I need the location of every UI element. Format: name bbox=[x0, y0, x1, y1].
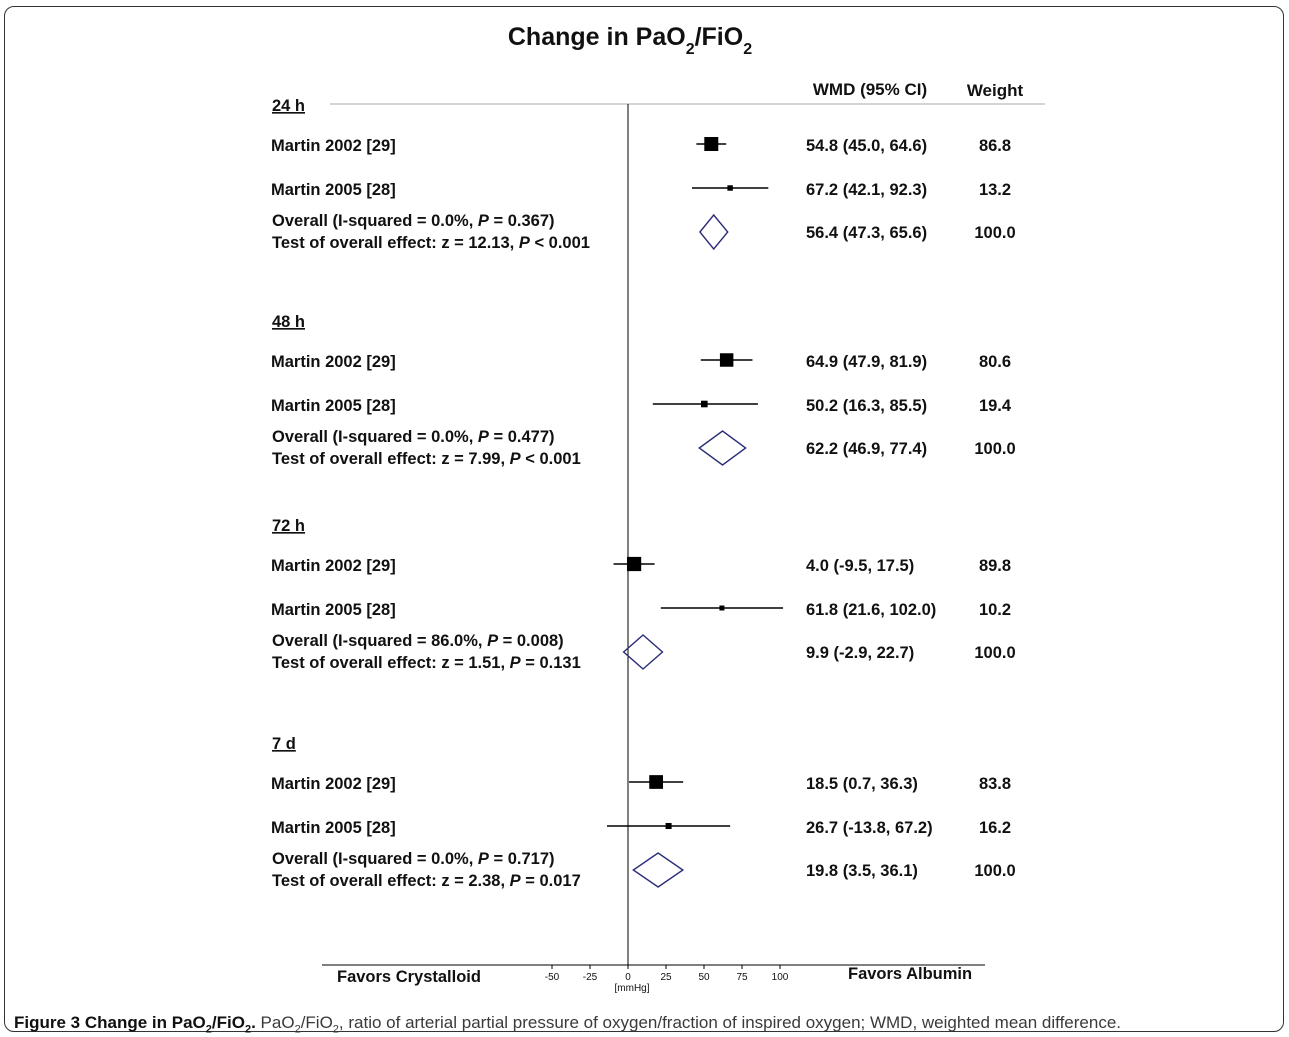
forest-plot: Change in PaO2/FiO2 WMD (95% CI) Weight … bbox=[271, 23, 1045, 994]
subgroup-label: 7 d bbox=[272, 735, 296, 753]
overall-heterogeneity: Overall (I-squared = 0.0%, P = 0.717) bbox=[272, 850, 555, 868]
overall-effect-test: Test of overall effect: z = 1.51, P = 0.… bbox=[272, 654, 581, 672]
weight-value: 10.2 bbox=[979, 601, 1011, 619]
overall-wmd-value: 56.4 (47.3, 65.6) bbox=[806, 224, 927, 242]
weight-value: 83.8 bbox=[979, 775, 1011, 793]
col-header-weight: Weight bbox=[967, 81, 1024, 100]
study-label: Martin 2002 [29] bbox=[271, 557, 396, 575]
overall-weight-value: 100.0 bbox=[974, 862, 1015, 880]
x-tick-label: 75 bbox=[736, 972, 748, 983]
point-estimate-marker bbox=[727, 185, 733, 191]
subgroup-label: 48 h bbox=[272, 313, 305, 331]
overall-heterogeneity: Overall (I-squared = 0.0%, P = 0.367) bbox=[272, 212, 555, 230]
wmd-value: 67.2 (42.1, 92.3) bbox=[806, 181, 927, 199]
overall-diamond bbox=[632, 852, 685, 888]
wmd-value: 64.9 (47.9, 81.9) bbox=[806, 353, 927, 371]
col-header-wmd: WMD (95% CI) bbox=[813, 80, 927, 99]
subgroup-48-h: 48 h Martin 2002 [29] 64.9 (47.9, 81.9) 80.… bbox=[271, 313, 1016, 468]
study-label: Martin 2005 [28] bbox=[271, 601, 396, 619]
subgroup-7-d: 7 d Martin 2002 [29] 18.5 (0.7, 36.3) 83.8 M… bbox=[271, 735, 1016, 890]
study-label: Martin 2005 [28] bbox=[271, 819, 396, 837]
chart-title: Change in PaO2/FiO2 bbox=[508, 23, 752, 58]
study-label: Martin 2005 [28] bbox=[271, 181, 396, 199]
x-tick-label: 50 bbox=[698, 972, 710, 983]
x-axis: Favors Crystalloid Favors Albumin [mmHg]… bbox=[337, 965, 972, 994]
wmd-value: 26.7 (-13.8, 67.2) bbox=[806, 819, 933, 837]
overall-wmd-value: 19.8 (3.5, 36.1) bbox=[806, 862, 918, 880]
figure-frame bbox=[4, 6, 1284, 1032]
overall-diamond bbox=[698, 430, 747, 466]
point-estimate-marker bbox=[626, 556, 642, 572]
study-label: Martin 2002 [29] bbox=[271, 353, 396, 371]
overall-effect-test: Test of overall effect: z = 12.13, P < 0… bbox=[272, 234, 590, 252]
overall-diamond bbox=[622, 634, 664, 670]
overall-heterogeneity: Overall (I-squared = 0.0%, P = 0.477) bbox=[272, 428, 555, 446]
x-tick-label: 0 bbox=[625, 972, 631, 983]
study-label: Martin 2002 [29] bbox=[271, 137, 396, 155]
subgroup-72-h: 72 h Martin 2002 [29] 4.0 (-9.5, 17.5) 89.8… bbox=[271, 517, 1016, 672]
overall-effect-test: Test of overall effect: z = 7.99, P < 0.… bbox=[272, 450, 581, 468]
overall-weight-value: 100.0 bbox=[974, 224, 1015, 242]
x-tick-label: 25 bbox=[660, 972, 672, 983]
wmd-value: 50.2 (16.3, 85.5) bbox=[806, 397, 927, 415]
wmd-value: 18.5 (0.7, 36.3) bbox=[806, 775, 918, 793]
wmd-value: 54.8 (45.0, 64.6) bbox=[806, 137, 927, 155]
weight-value: 89.8 bbox=[979, 557, 1011, 575]
overall-effect-test: Test of overall effect: z = 2.38, P = 0.… bbox=[272, 872, 581, 890]
wmd-value: 61.8 (21.6, 102.0) bbox=[806, 601, 936, 619]
study-label: Martin 2005 [28] bbox=[271, 397, 396, 415]
overall-wmd-value: 9.9 (-2.9, 22.7) bbox=[806, 644, 914, 662]
axis-label-right: Favors Albumin bbox=[848, 965, 972, 983]
axis-label-left: Favors Crystalloid bbox=[337, 968, 481, 986]
weight-value: 19.4 bbox=[979, 397, 1012, 415]
subgroup-24-h: 24 h Martin 2002 [29] 54.8 (45.0, 64.6) 86.… bbox=[271, 97, 1016, 252]
point-estimate-marker bbox=[701, 400, 708, 408]
weight-value: 16.2 bbox=[979, 819, 1011, 837]
point-estimate-marker bbox=[649, 775, 663, 789]
study-label: Martin 2002 [29] bbox=[271, 775, 396, 793]
x-tick-label: -25 bbox=[583, 972, 598, 983]
x-tick-label: -50 bbox=[545, 972, 560, 983]
plot-rows: 24 h Martin 2002 [29] 54.8 (45.0, 64.6) 86.… bbox=[271, 97, 1016, 890]
figure-caption: Figure 3 Change in PaO2/FiO2. PaO2/FiO2,… bbox=[14, 1013, 1121, 1036]
point-estimate-marker bbox=[665, 822, 672, 830]
overall-weight-value: 100.0 bbox=[974, 644, 1015, 662]
wmd-value: 4.0 (-9.5, 17.5) bbox=[806, 557, 914, 575]
overall-weight-value: 100.0 bbox=[974, 440, 1015, 458]
point-estimate-marker bbox=[704, 137, 719, 151]
overall-diamond bbox=[698, 213, 729, 251]
x-tick-label: 100 bbox=[772, 972, 789, 983]
axis-unit: [mmHg] bbox=[615, 983, 650, 994]
overall-wmd-value: 62.2 (46.9, 77.4) bbox=[806, 440, 927, 458]
point-estimate-marker bbox=[719, 353, 734, 367]
subgroup-label: 72 h bbox=[272, 517, 305, 535]
subgroup-label: 24 h bbox=[272, 97, 305, 115]
weight-value: 86.8 bbox=[979, 137, 1011, 155]
weight-value: 80.6 bbox=[979, 353, 1011, 371]
weight-value: 13.2 bbox=[979, 181, 1011, 199]
overall-heterogeneity: Overall (I-squared = 86.0%, P = 0.008) bbox=[272, 632, 564, 650]
point-estimate-marker bbox=[719, 605, 725, 611]
